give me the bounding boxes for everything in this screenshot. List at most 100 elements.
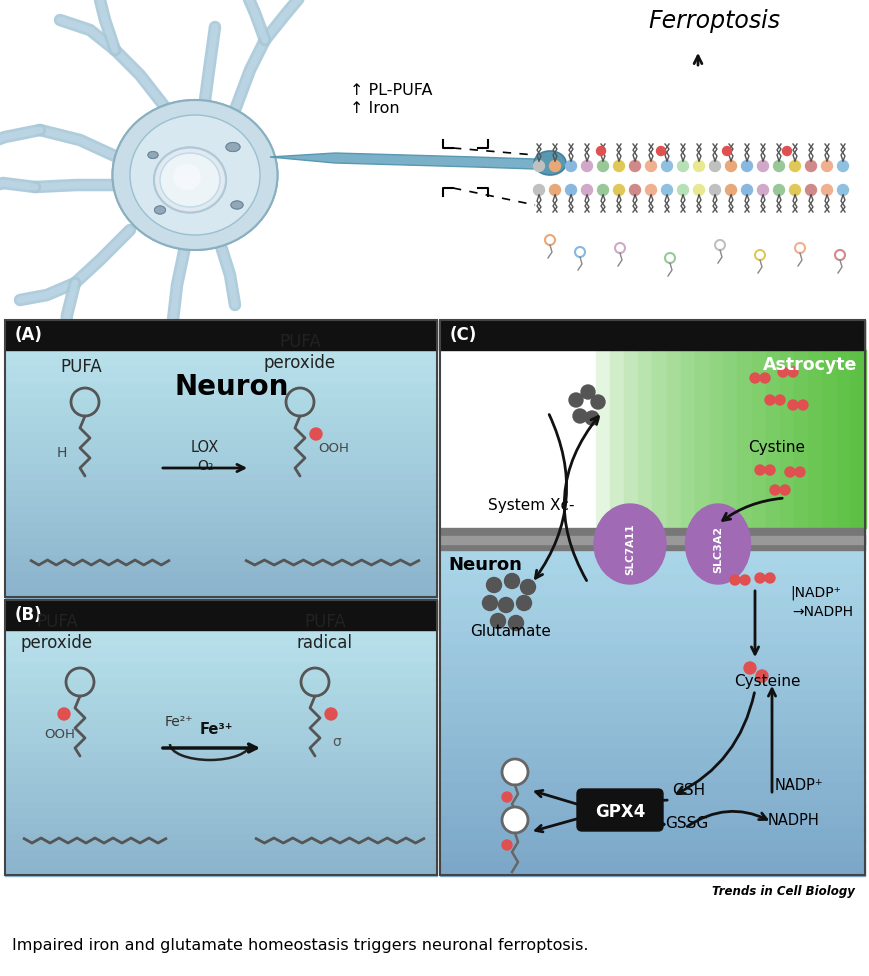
Text: Astrocyte: Astrocyte — [762, 356, 856, 374]
Bar — [440, 690, 864, 703]
Text: Glutamate: Glutamate — [469, 624, 550, 639]
Text: OOH: OOH — [318, 442, 348, 455]
Bar — [680, 350, 695, 528]
Bar — [5, 850, 436, 860]
Bar — [5, 785, 436, 794]
Bar — [5, 399, 436, 409]
Bar — [595, 350, 610, 528]
Text: H: H — [57, 446, 67, 460]
Bar — [722, 350, 738, 528]
Bar — [5, 432, 436, 441]
Bar — [440, 678, 864, 691]
Circle shape — [757, 184, 767, 195]
Bar — [567, 350, 582, 528]
Bar — [666, 350, 681, 528]
Bar — [468, 350, 483, 528]
Circle shape — [725, 160, 736, 172]
Bar — [5, 630, 436, 639]
Ellipse shape — [155, 206, 165, 214]
Circle shape — [805, 184, 816, 195]
Text: GSH: GSH — [671, 783, 704, 798]
Circle shape — [693, 160, 704, 172]
Circle shape — [645, 184, 656, 195]
Bar — [5, 745, 436, 753]
Circle shape — [769, 485, 779, 495]
Bar — [807, 350, 823, 528]
Bar — [5, 358, 436, 368]
Bar — [440, 852, 864, 865]
Ellipse shape — [160, 153, 220, 207]
Circle shape — [597, 184, 607, 195]
Ellipse shape — [231, 201, 242, 209]
Bar — [5, 769, 436, 778]
Circle shape — [740, 184, 752, 195]
Circle shape — [520, 580, 535, 594]
Text: Impaired iron and glutamate homeostasis triggers neuronal ferroptosis.: Impaired iron and glutamate homeostasis … — [12, 938, 587, 953]
Circle shape — [777, 367, 787, 377]
Text: Fe³⁺: Fe³⁺ — [200, 722, 233, 737]
Bar — [5, 728, 436, 737]
Text: Trends in Cell Biology: Trends in Cell Biology — [712, 885, 854, 898]
Bar — [5, 810, 436, 819]
Text: SLC7A11: SLC7A11 — [624, 523, 634, 575]
Bar — [5, 826, 436, 835]
Bar — [5, 440, 436, 450]
Bar — [440, 724, 864, 737]
Circle shape — [754, 465, 764, 475]
Circle shape — [580, 184, 592, 195]
Text: Cystine: Cystine — [747, 440, 804, 455]
Circle shape — [743, 662, 755, 674]
Circle shape — [597, 160, 607, 172]
Circle shape — [773, 184, 784, 195]
Text: GSSG: GSSG — [664, 816, 707, 831]
Bar — [496, 350, 511, 528]
Circle shape — [58, 708, 70, 720]
Circle shape — [764, 573, 774, 583]
Circle shape — [590, 395, 604, 409]
Circle shape — [805, 160, 816, 172]
Circle shape — [797, 400, 807, 410]
Circle shape — [794, 467, 804, 477]
Circle shape — [573, 409, 587, 423]
Bar — [5, 408, 436, 417]
Bar — [5, 457, 436, 467]
Circle shape — [504, 574, 519, 589]
Bar — [5, 320, 436, 350]
Bar — [5, 638, 436, 647]
FancyBboxPatch shape — [576, 789, 662, 831]
Circle shape — [820, 160, 832, 172]
Bar — [5, 671, 436, 680]
Bar — [5, 556, 436, 565]
Circle shape — [757, 160, 767, 172]
Bar — [482, 350, 497, 528]
Circle shape — [781, 146, 791, 155]
Text: GPX4: GPX4 — [594, 803, 645, 821]
Bar — [5, 572, 436, 582]
Circle shape — [837, 160, 847, 172]
Bar — [454, 350, 468, 528]
Bar — [652, 350, 667, 528]
Bar — [623, 350, 639, 528]
Circle shape — [740, 575, 749, 585]
Bar — [5, 416, 436, 426]
Bar — [440, 805, 864, 818]
Ellipse shape — [160, 153, 220, 207]
Bar — [440, 563, 864, 575]
Bar — [440, 540, 864, 552]
Bar — [779, 350, 794, 528]
Bar — [765, 350, 780, 528]
Ellipse shape — [112, 100, 277, 250]
Bar — [440, 320, 864, 350]
Bar — [440, 320, 864, 875]
Circle shape — [507, 616, 523, 630]
Circle shape — [820, 184, 832, 195]
Circle shape — [784, 467, 794, 477]
Circle shape — [568, 393, 582, 407]
Ellipse shape — [154, 147, 226, 213]
Ellipse shape — [173, 164, 201, 190]
Bar — [638, 350, 653, 528]
Circle shape — [580, 160, 592, 172]
Bar — [440, 713, 864, 725]
Circle shape — [533, 160, 544, 172]
Circle shape — [501, 840, 512, 850]
